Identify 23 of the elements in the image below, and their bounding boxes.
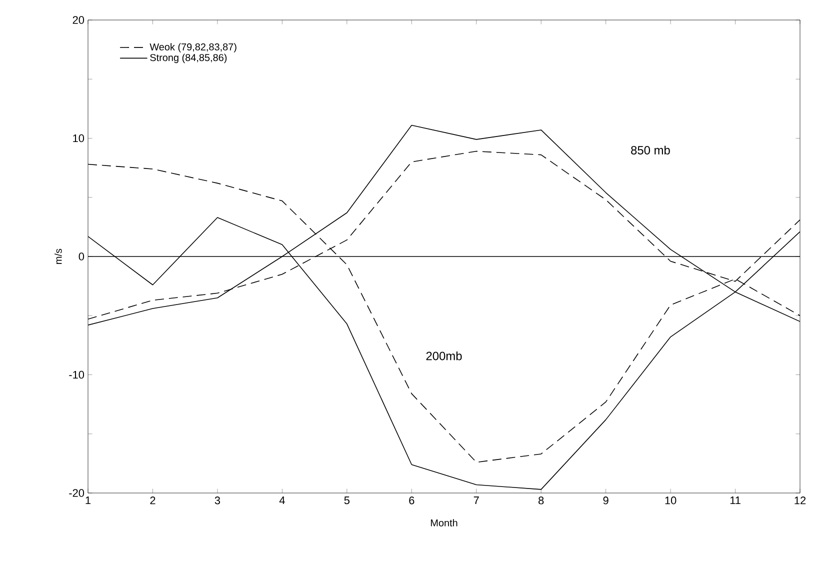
y-tick-label: 20 [72,16,84,24]
legend-label: Weok (79,82,83,87) [150,43,236,52]
y-axis-title: m/s [54,248,62,264]
x-tick-label: 8 [538,496,544,504]
annotation: 850 mb [631,146,670,154]
x-tick-label: 4 [279,496,285,504]
y-tick-label: -20 [69,489,84,497]
y-tick-label: 10 [73,134,84,142]
x-tick-label: 7 [474,496,479,504]
x-axis-title: Month [430,519,458,526]
x-tick-label: 12 [794,496,806,504]
y-tick-label: 0 [78,252,84,260]
annotation: 200mb [426,351,462,360]
y-tick-label: -10 [69,370,84,379]
x-tick-label: 6 [409,496,414,504]
x-tick-label: 1 [86,496,91,504]
x-tick-label: 5 [344,496,350,504]
x-tick-label: 2 [150,496,156,504]
x-tick-label: 11 [730,496,740,504]
x-tick-label: 3 [214,496,220,504]
legend-label: Strong (84,85,86) [150,54,227,64]
x-tick-label: 10 [665,496,676,504]
x-tick-label: 9 [603,496,608,504]
